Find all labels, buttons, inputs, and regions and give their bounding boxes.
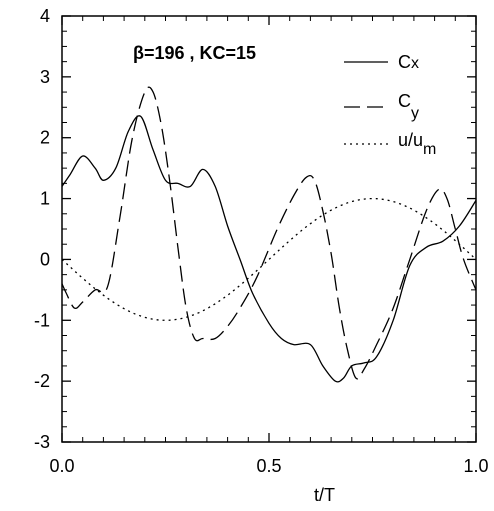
legend-sub-cy: y [411, 105, 419, 122]
legend-label-u-um: u/um [398, 130, 436, 158]
plot-frame [61, 15, 477, 443]
y-tick-label: 1 [40, 189, 50, 209]
x-axis-label: t/T [314, 485, 335, 505]
y-tick-label: -1 [34, 310, 50, 330]
series-lines [61, 86, 477, 383]
series-line-u-um [61, 197, 477, 321]
legend: Cx Cy u/um [344, 52, 436, 158]
series-line-cx [61, 115, 477, 383]
x-tick-label: 1.0 [463, 456, 488, 476]
y-tick-label: 3 [40, 67, 50, 87]
x-tick-label: 0.0 [49, 456, 74, 476]
legend-main-cx: C [398, 52, 411, 72]
y-tick-label: -2 [34, 371, 50, 391]
y-tick-label: 2 [40, 128, 50, 148]
x-tick-label: 0.5 [256, 456, 281, 476]
chart-annotation: β=196 , KC=15 [133, 43, 256, 63]
legend-sub-cx: x [411, 55, 419, 72]
series-line-cy [61, 86, 477, 380]
legend-main-cy: C [398, 91, 411, 111]
y-tick-label: 0 [40, 249, 50, 269]
legend-sub-u-um: m [423, 141, 436, 158]
legend-main-u-um: u/u [398, 130, 423, 150]
legend-label-cx: Cx [398, 52, 419, 72]
legend-label-cy: Cy [398, 91, 419, 122]
axis-ticks: -3 -2 -1 0 1 2 3 4 0.0 0.5 1.0 [34, 6, 489, 476]
y-tick-label: 4 [40, 6, 50, 26]
y-tick-label: -3 [34, 432, 50, 452]
